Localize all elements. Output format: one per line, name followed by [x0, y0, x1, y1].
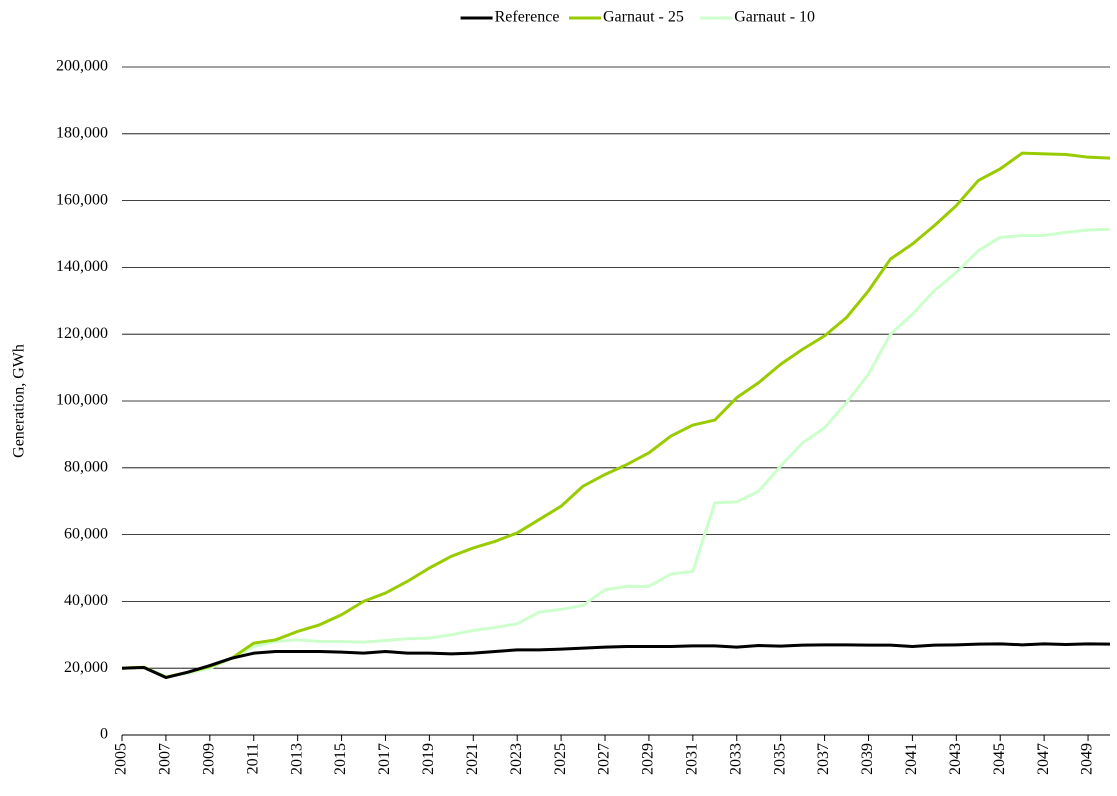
- x-tick-label: 2049: [1079, 743, 1096, 775]
- y-tick-label: 0: [100, 726, 108, 743]
- x-tick-label: 2041: [903, 743, 920, 775]
- series-line: [121, 642, 1111, 680]
- x-tick-label: 2017: [376, 743, 393, 775]
- x-tick-label: 2007: [157, 743, 174, 775]
- y-tick-label: 100,000: [56, 392, 108, 409]
- x-tick-label: 2009: [200, 743, 217, 775]
- y-tick-label: 160,000: [56, 191, 108, 208]
- x-tick-label: 2027: [596, 743, 613, 775]
- series-line: [121, 151, 1111, 679]
- y-axis-label: Generation, GWh: [11, 344, 28, 458]
- x-tick-label: 2011: [244, 743, 261, 774]
- y-tick-label: 80,000: [64, 458, 108, 475]
- x-tick-label: 2013: [288, 743, 305, 775]
- x-tick-label: 2033: [727, 743, 744, 775]
- y-tick-label: 20,000: [64, 659, 108, 676]
- x-tick-label: 2025: [552, 743, 569, 775]
- x-tick-label: 2035: [771, 743, 788, 775]
- x-tick-label: 2019: [420, 743, 437, 775]
- y-tick-label: 120,000: [56, 325, 108, 342]
- x-tick-label: 2015: [332, 743, 349, 775]
- y-tick-label: 140,000: [56, 258, 108, 275]
- y-tick-label: 180,000: [56, 124, 108, 141]
- x-tick-label: 2023: [508, 743, 525, 775]
- x-tick-label: 2031: [684, 743, 701, 775]
- y-tick-label: 200,000: [56, 58, 108, 75]
- legend-label: Reference: [495, 9, 560, 26]
- x-tick-label: 2021: [464, 743, 481, 775]
- x-tick-label: 2005: [113, 743, 130, 775]
- series-line: [121, 227, 1111, 679]
- x-tick-label: 2037: [815, 743, 832, 775]
- legend-label: Garnaut - 10: [734, 9, 815, 26]
- y-tick-label: 40,000: [64, 592, 108, 609]
- x-tick-label: 2047: [1035, 743, 1052, 775]
- y-tick-label: 60,000: [64, 525, 108, 542]
- x-tick-label: 2029: [640, 743, 657, 775]
- x-tick-label: 2045: [991, 743, 1008, 775]
- x-tick-label: 2039: [859, 743, 876, 775]
- legend-label: Garnaut - 25: [603, 9, 684, 26]
- x-tick-label: 2043: [947, 743, 964, 775]
